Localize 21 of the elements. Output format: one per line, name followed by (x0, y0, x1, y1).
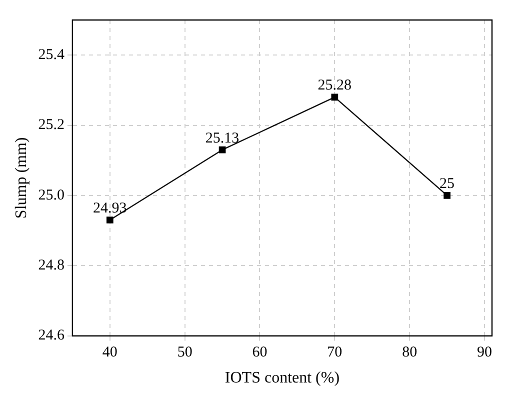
x-tick-label: 70 (327, 344, 342, 361)
point (444, 192, 450, 199)
y-tick-label: 25.4 (38, 47, 65, 64)
y-tick-label: 24.8 (38, 258, 64, 274)
y-axis-title: Slump (mm) (12, 137, 30, 219)
x-tick-label: 50 (177, 344, 192, 361)
y-tick-label: 24.6 (38, 328, 65, 344)
y-tick-label: 25.0 (38, 187, 64, 204)
data-label: 24.93 (93, 200, 127, 216)
x-tick-label: 90 (477, 344, 492, 361)
data-label: 25 (440, 176, 455, 192)
data-label: 25.28 (318, 78, 352, 94)
data-label: 25.13 (205, 130, 240, 146)
x-tick-label: 60 (252, 344, 268, 361)
point (106, 216, 114, 224)
x-tick-label: 80 (402, 344, 418, 361)
point (218, 146, 226, 154)
x-axis-title: IOTS content (%) (224, 370, 340, 387)
point (331, 94, 338, 101)
x-tick-label: 40 (102, 344, 118, 361)
y-tick-label: 25.2 (38, 117, 64, 134)
